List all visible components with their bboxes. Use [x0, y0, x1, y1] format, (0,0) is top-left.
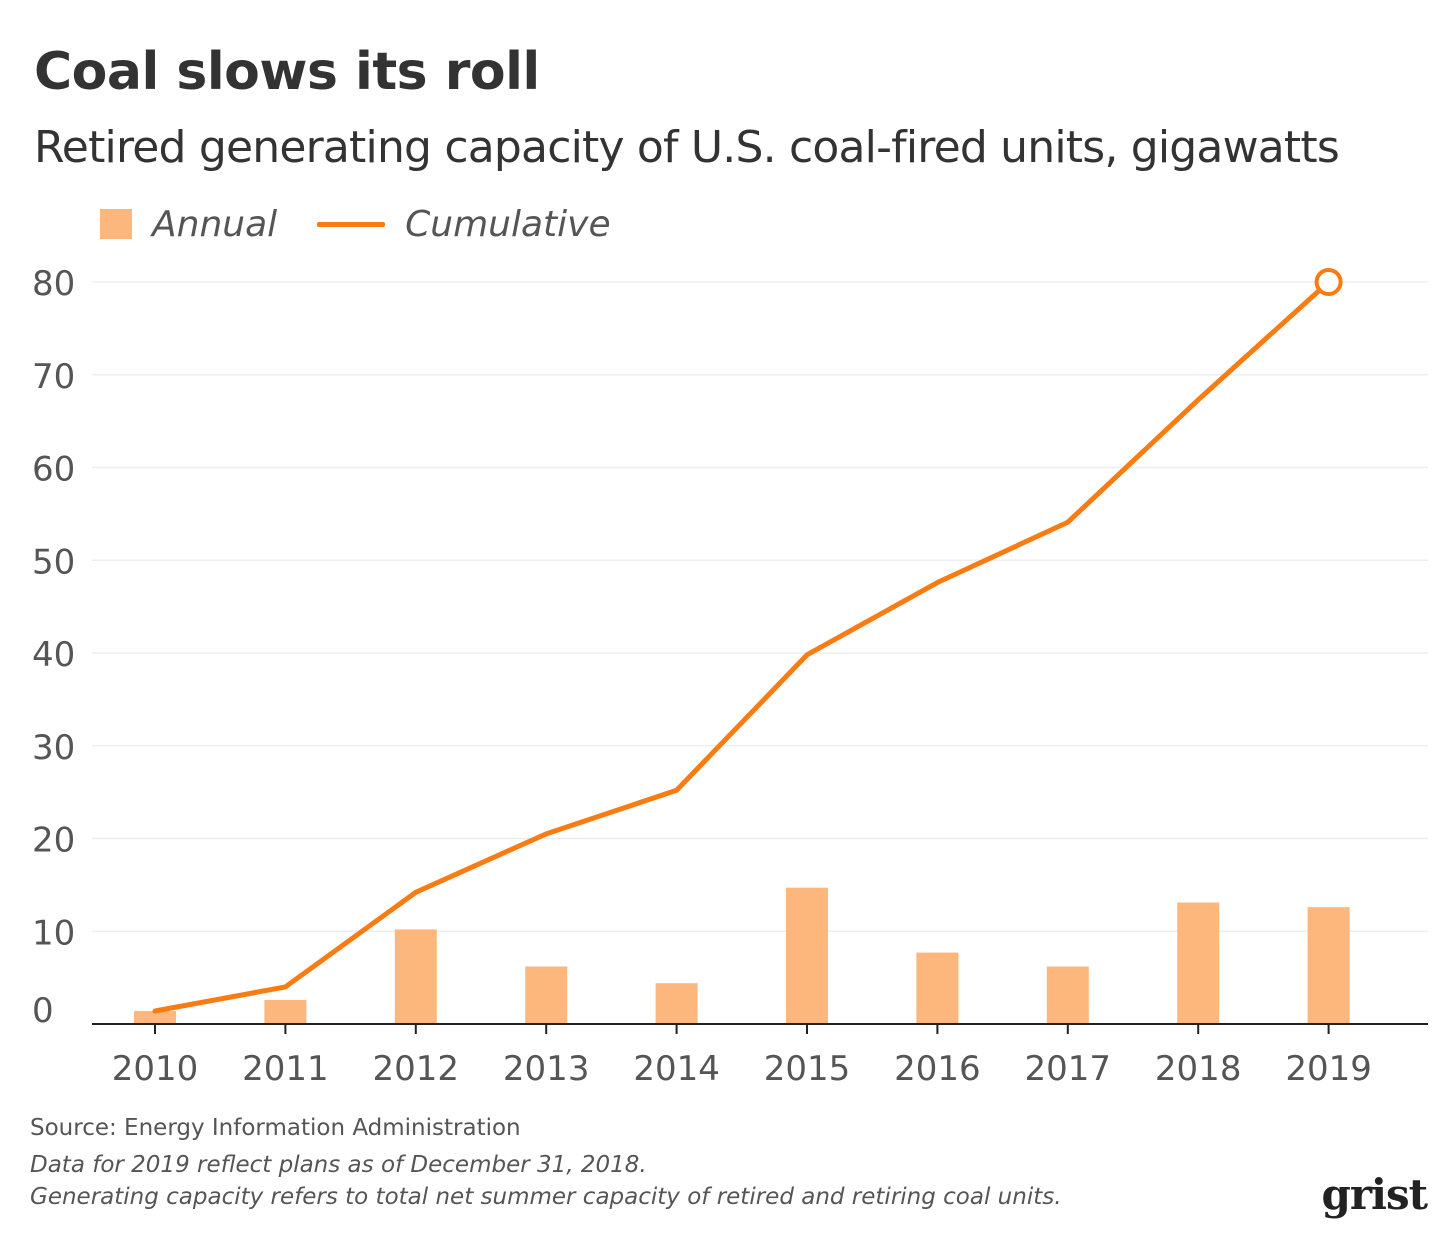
- y-tick-label-30: 30: [32, 728, 75, 768]
- point-cumulative-2019: [1314, 268, 1343, 296]
- x-tick-label-2014: 2014: [633, 1049, 720, 1089]
- source-note: Source: Energy Information Administratio…: [30, 1115, 521, 1141]
- chart-subtitle: Retired generating capacity of U.S. coal…: [34, 122, 1340, 173]
- footnote-2019: Data for 2019 reflect plans as of Decemb…: [30, 1152, 647, 1178]
- x-tick-label-2010: 2010: [112, 1049, 199, 1089]
- y-tick-label-70: 70: [32, 357, 75, 397]
- legend-label-cumulative: Cumulative: [405, 203, 611, 245]
- legend-swatch-bar: [100, 209, 132, 239]
- x-tick-label-2013: 2013: [503, 1049, 590, 1089]
- y-tick-label-40: 40: [32, 635, 75, 675]
- y-tick-label-0: 0: [32, 991, 54, 1031]
- bar-annual-2017: [1046, 966, 1089, 1024]
- grist-logo: grist: [1321, 1170, 1428, 1219]
- chart-legend: Annual Cumulative: [100, 200, 651, 248]
- footnote-capacity: Generating capacity refers to total net …: [30, 1184, 1062, 1210]
- bar-annual-2018: [1177, 902, 1220, 1024]
- bar-annual-2016: [916, 952, 959, 1024]
- bar-annual-2014: [655, 983, 698, 1024]
- x-tick-label-2019: 2019: [1285, 1049, 1372, 1089]
- y-tick-label-50: 50: [32, 542, 75, 582]
- bar-annual-2015: [786, 887, 828, 1024]
- x-tick-label-2011: 2011: [242, 1049, 329, 1089]
- x-tick-label-2012: 2012: [373, 1049, 460, 1089]
- bar-annual-2019: [1307, 907, 1350, 1024]
- chart-title: Coal slows its roll: [34, 42, 540, 102]
- bar-annual-2010: [134, 1011, 176, 1024]
- x-tick-label-2016: 2016: [894, 1049, 981, 1089]
- bar-annual-2012: [394, 929, 437, 1024]
- x-tick-label-2017: 2017: [1025, 1049, 1112, 1089]
- y-tick-label-10: 10: [32, 913, 75, 953]
- y-tick-label-60: 60: [32, 450, 75, 490]
- x-tick-label-2018: 2018: [1155, 1049, 1242, 1089]
- legend-swatch-line: [317, 221, 386, 227]
- y-tick-label-20: 20: [32, 821, 75, 861]
- legend-label-annual: Annual: [152, 203, 278, 245]
- bar-annual-2013: [525, 966, 568, 1024]
- bar-annual-2011: [264, 999, 307, 1024]
- legend-item-cumulative: Cumulative: [317, 203, 611, 245]
- legend-item-annual: Annual: [100, 204, 277, 245]
- y-tick-label-80: 80: [32, 264, 75, 304]
- line-cumulative: [152, 279, 1332, 1014]
- x-tick-label-2015: 2015: [764, 1049, 851, 1089]
